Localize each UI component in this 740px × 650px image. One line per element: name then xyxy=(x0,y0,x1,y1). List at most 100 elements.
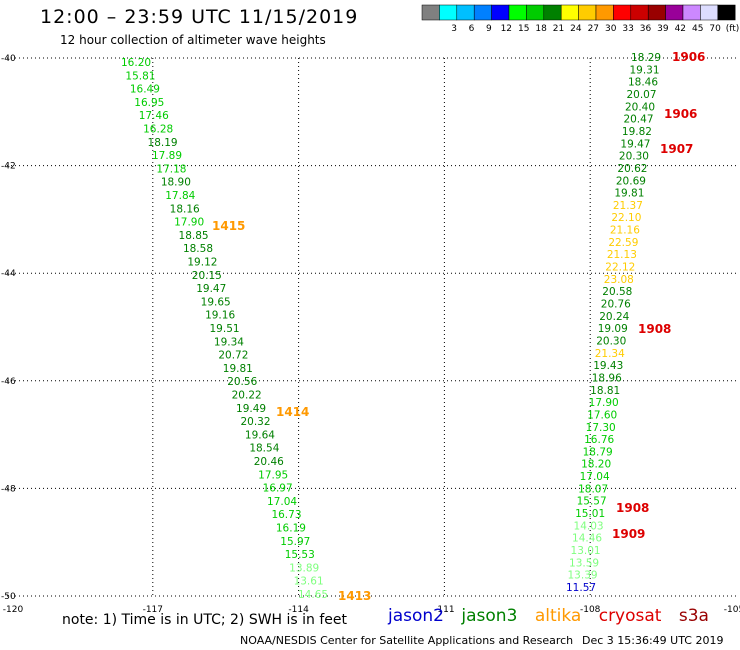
scale-swatch xyxy=(508,4,527,21)
swh-value-left: 18.16 xyxy=(170,203,200,215)
scale-label: 33 xyxy=(622,24,633,34)
x-tick-label: -108 xyxy=(580,605,601,615)
swh-value-left: 16.97 xyxy=(263,483,293,495)
color-scale: 3 6 9 12 15 18 21 24 27 30 33 36 39 42 45 70 (ft) xyxy=(421,4,740,34)
scale-swatch xyxy=(578,4,597,21)
swh-value-left: 17.90 xyxy=(174,217,204,229)
scale-label: 18 xyxy=(535,24,547,34)
swh-value-right: 20.40 xyxy=(625,101,655,113)
swh-value-right: 20.30 xyxy=(596,335,626,347)
scale-label: 42 xyxy=(675,24,686,34)
swh-value-left: 17.18 xyxy=(156,163,186,175)
x-tick-label: -120 xyxy=(3,605,24,615)
swh-value-left: 16.73 xyxy=(271,509,301,521)
swh-value-left: 20.56 xyxy=(227,376,257,388)
swh-value-left: 15.97 xyxy=(280,536,310,548)
swh-value-right: 19.82 xyxy=(622,126,652,138)
y-tick-label: -44 xyxy=(1,269,16,279)
swh-value-right: 23.08 xyxy=(604,274,634,286)
grid xyxy=(7,57,736,597)
legend-cryosat: cryosat xyxy=(598,606,662,626)
swh-value-right: 14.03 xyxy=(574,520,604,532)
scale-swatch xyxy=(647,4,666,21)
swh-value-left: 18.58 xyxy=(183,243,213,255)
scale-swatch xyxy=(700,4,719,21)
scale-swatch xyxy=(526,4,545,21)
swh-value-left: 17.46 xyxy=(139,110,169,122)
swh-value-left: 15.81 xyxy=(125,70,155,82)
swh-value-right: 18.46 xyxy=(628,77,658,89)
scale-swatch xyxy=(560,4,579,21)
swh-value-right: 20.58 xyxy=(602,286,632,298)
pass-time-label: 1415 xyxy=(212,219,245,233)
x-tick-label: -105 xyxy=(724,605,740,615)
swh-value-left: 16.49 xyxy=(130,84,160,96)
swh-value-right: 17.04 xyxy=(580,471,610,483)
scale-label: 9 xyxy=(486,24,492,34)
swh-value-left: 19.51 xyxy=(210,323,240,335)
swh-value-left: 19.65 xyxy=(201,296,231,308)
pass-time-label: 1908 xyxy=(616,501,649,515)
swh-value-left: 17.84 xyxy=(165,190,195,202)
swh-value-right: 20.47 xyxy=(623,114,653,126)
swh-value-right: 20.30 xyxy=(619,151,649,163)
swh-value-left: 18.85 xyxy=(179,230,209,242)
swh-value-left: 14.65 xyxy=(298,589,328,601)
swh-value-right: 19.43 xyxy=(593,360,623,372)
pass-time-label: 1906 xyxy=(664,107,697,121)
swh-value-right: 18.07 xyxy=(578,483,608,495)
swh-value-right: 18.81 xyxy=(590,385,620,397)
swh-value-right: 20.76 xyxy=(601,299,631,311)
swh-value-right: 18.96 xyxy=(592,372,622,384)
swh-value-right: 20.24 xyxy=(599,311,629,323)
scale-label: 24 xyxy=(570,24,582,34)
legend-jason2: jason2 xyxy=(388,606,444,626)
swh-value-right: 14.46 xyxy=(572,533,602,545)
scale-label: 70 xyxy=(709,24,721,34)
y-tick-label: -50 xyxy=(1,592,16,602)
legend-s3a: s3a xyxy=(678,606,709,626)
swh-value-right: 21.34 xyxy=(595,348,625,360)
scale-swatch xyxy=(491,4,510,21)
scale-label: 45 xyxy=(692,24,703,34)
pass-time-label: 1414 xyxy=(276,405,309,419)
scale-swatch xyxy=(456,4,475,21)
pass-time-label: 1413 xyxy=(338,589,371,603)
credit-line: NOAA/NESDIS Center for Satellite Applica… xyxy=(240,634,574,647)
y-tick-label: -48 xyxy=(1,484,16,494)
swh-value-right: 21.37 xyxy=(613,200,643,212)
swh-value-right: 16.76 xyxy=(584,434,614,446)
swh-value-right: 17.30 xyxy=(586,422,616,434)
swh-value-right: 21.16 xyxy=(610,225,640,237)
swh-value-right: 21.13 xyxy=(607,249,637,261)
scale-label: 15 xyxy=(518,24,529,34)
swh-value-right: 22.10 xyxy=(611,212,641,224)
swh-value-left: 17.89 xyxy=(152,150,182,162)
swh-value-left: 13.61 xyxy=(294,576,324,588)
scale-swatch xyxy=(613,4,632,21)
swh-value-left: 17.04 xyxy=(267,496,297,508)
scale-swatch xyxy=(595,4,614,21)
swh-value-right: 17.60 xyxy=(587,409,617,421)
scale-swatch xyxy=(717,4,736,21)
scale-label: 6 xyxy=(469,24,475,34)
scale-label: (ft) xyxy=(726,24,740,34)
pass-time-label: 1908 xyxy=(638,322,671,336)
swh-value-left: 16.20 xyxy=(121,57,151,69)
swh-value-left: 15.53 xyxy=(285,549,315,561)
scale-swatch xyxy=(665,4,684,21)
scale-swatch xyxy=(421,4,440,21)
scale-label: 39 xyxy=(657,24,669,34)
swh-value-left: 19.64 xyxy=(245,429,275,441)
x-tick-label: -114 xyxy=(288,605,309,615)
swh-value-left: 19.16 xyxy=(205,310,235,322)
swh-value-left: 20.22 xyxy=(232,390,262,402)
satellite-legend: jason2 jason3 altika cryosat s3a xyxy=(388,606,721,626)
pass-time-label: 1906 xyxy=(672,50,705,64)
x-tick-label: -111 xyxy=(434,605,454,615)
swh-value-left: 18.90 xyxy=(161,177,191,189)
swh-value-right: 18.20 xyxy=(581,459,611,471)
swh-value-left: 18.54 xyxy=(249,443,279,455)
scale-swatch xyxy=(682,4,701,21)
swh-value-right: 13.39 xyxy=(568,570,598,582)
